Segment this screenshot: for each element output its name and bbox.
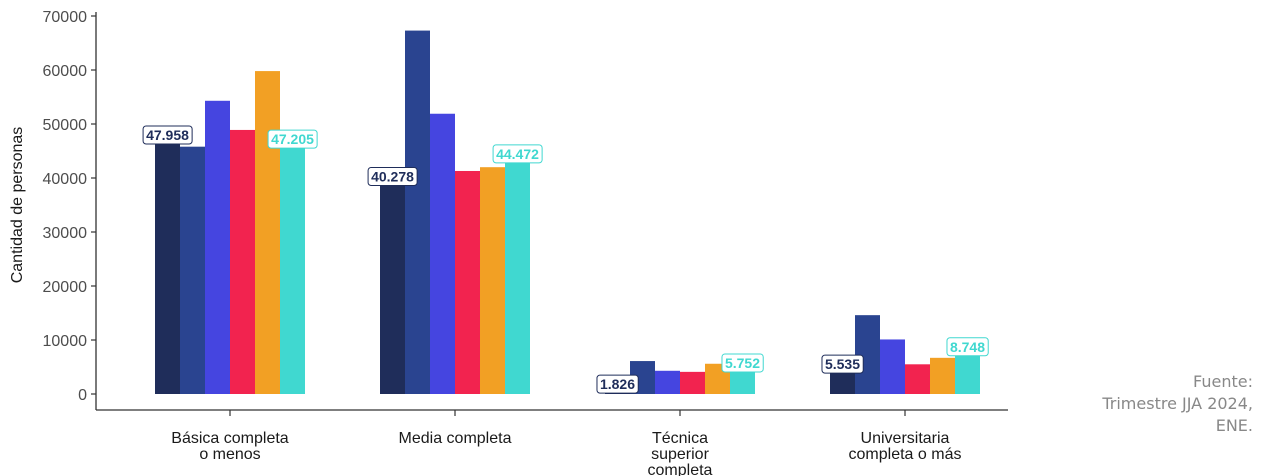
- data-label-box: [267, 129, 318, 149]
- bar: [880, 339, 905, 394]
- bar: [505, 153, 530, 394]
- bar: [930, 357, 955, 394]
- data-label: 8.748: [946, 337, 989, 357]
- y-tick-label: 10000: [43, 333, 88, 350]
- data-label-box: [821, 354, 864, 374]
- source-line-1: Fuente:: [1193, 372, 1253, 391]
- data-label-box: [492, 144, 543, 164]
- bar: [155, 135, 180, 394]
- x-tick-label: Universitaria completa o más: [849, 430, 962, 463]
- data-label-box: [946, 337, 989, 357]
- bar: [205, 100, 230, 394]
- bar: [230, 129, 255, 394]
- bar: [455, 170, 480, 394]
- y-tick-label: 50000: [43, 117, 88, 134]
- data-label-text: 5.752: [725, 355, 760, 371]
- data-label-text: 40.278: [371, 168, 414, 184]
- bar: [680, 371, 705, 394]
- y-tick-label: 20000: [43, 279, 88, 296]
- data-label: 1.826: [596, 374, 639, 394]
- y-tick-label: 0: [78, 387, 87, 404]
- data-label: 47.205: [267, 129, 318, 149]
- y-tick-label: 30000: [43, 225, 88, 242]
- data-label: 47.958: [142, 125, 193, 145]
- data-label-text: 8.748: [950, 339, 985, 355]
- x-tick-label: Técnica superior completa: [648, 430, 713, 476]
- y-axis-title: Cantidad de personas: [9, 127, 26, 284]
- source-line-2: Trimestre JJA 2024,: [1102, 394, 1253, 413]
- bar: [380, 176, 405, 394]
- data-label: 5.535: [821, 354, 864, 374]
- x-tick-label: Media completa: [399, 430, 512, 447]
- source-note: Fuente: Trimestre JJA 2024, ENE.: [1053, 371, 1253, 437]
- bar-chart: 0 10000 20000 30000 40000 50000 60000 70000 Cant…: [9, 9, 1008, 476]
- bar: [905, 364, 930, 394]
- bar: [180, 146, 205, 394]
- data-label-box: [596, 374, 639, 394]
- bar: [480, 167, 505, 394]
- data-label: 44.472: [492, 144, 543, 164]
- source-line-3: ENE.: [1215, 416, 1253, 435]
- y-tick-label: 70000: [43, 9, 88, 26]
- y-tick-label: 40000: [43, 171, 88, 188]
- bar: [855, 315, 880, 394]
- bar: [405, 30, 430, 395]
- bar: [255, 71, 280, 394]
- bar: [655, 370, 680, 394]
- data-label-text: 47.958: [146, 127, 189, 143]
- data-label: 5.752: [721, 353, 764, 373]
- y-tick-label: 60000: [43, 63, 88, 80]
- data-label-text: 44.472: [496, 146, 539, 162]
- data-label-text: 47.205: [271, 131, 314, 147]
- data-label: 40.278: [367, 166, 418, 186]
- data-label-text: 1.826: [600, 376, 635, 392]
- data-label-box: [721, 353, 764, 373]
- bar: [280, 139, 305, 394]
- data-label-text: 5.535: [825, 356, 860, 372]
- data-label-box: [142, 125, 193, 145]
- x-tick-label: Básica completa o menos: [171, 430, 288, 463]
- bar: [430, 113, 455, 395]
- data-label-box: [367, 166, 418, 186]
